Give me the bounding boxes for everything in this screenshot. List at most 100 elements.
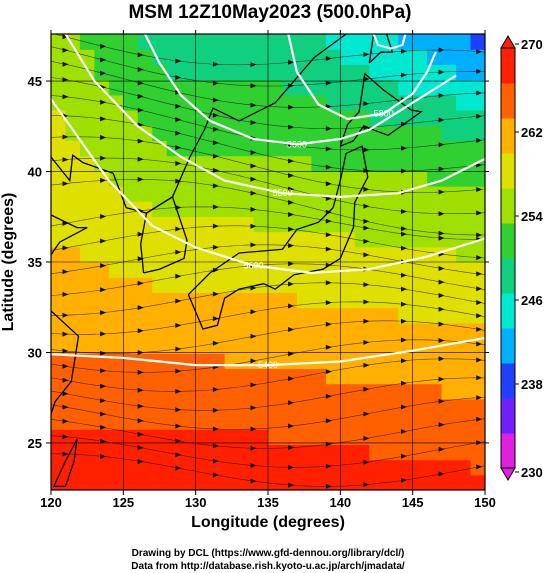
heat-cell xyxy=(398,383,414,400)
wind-arrow xyxy=(438,189,445,195)
heat-cell xyxy=(354,474,370,490)
heat-cell xyxy=(354,338,370,354)
heat-cell xyxy=(296,353,312,369)
wind-arrow xyxy=(363,186,370,192)
wind-arrow xyxy=(100,454,107,459)
heat-cell xyxy=(383,474,399,490)
coast-segment xyxy=(51,154,114,183)
heat-cell xyxy=(340,216,356,233)
heat-cell xyxy=(181,474,197,490)
wind-arrow xyxy=(438,266,445,271)
heat-cell xyxy=(296,262,312,278)
wind-arrow xyxy=(100,287,107,293)
heat-cell xyxy=(239,398,255,415)
heat-cell xyxy=(354,292,370,309)
heat-cell xyxy=(253,231,269,248)
heat-cell xyxy=(94,429,110,445)
heat-cell xyxy=(195,262,211,278)
heat-cell xyxy=(195,64,211,81)
heat-cell xyxy=(412,459,428,476)
heat-cell xyxy=(427,429,443,445)
heat-cell xyxy=(166,49,182,65)
heat-cell xyxy=(239,79,255,96)
heat-cell xyxy=(325,398,341,415)
heat-cell xyxy=(152,368,168,385)
heat-cell xyxy=(210,49,226,65)
heat-cell xyxy=(108,49,124,65)
heat-cell xyxy=(268,414,284,430)
wind-arrow xyxy=(137,107,144,113)
heat-cell xyxy=(195,444,211,461)
colorbar-frame xyxy=(500,47,516,469)
heat-cell xyxy=(253,155,269,172)
heat-cell xyxy=(181,353,197,369)
heat-cell xyxy=(51,140,67,157)
wind-arrow xyxy=(137,176,144,182)
wind-arrow xyxy=(476,395,483,401)
contour-line xyxy=(372,34,407,50)
wind-arrow xyxy=(212,387,219,392)
heat-cell xyxy=(282,246,298,263)
wind-arrow xyxy=(212,204,219,210)
wind-arrow xyxy=(250,426,257,432)
heat-cell xyxy=(325,414,341,430)
heat-cell xyxy=(137,49,153,65)
wind-arrow xyxy=(137,403,144,409)
colorbar-segment xyxy=(501,398,515,434)
heat-cell xyxy=(296,231,312,248)
wind-arrow xyxy=(438,230,445,236)
heat-cell xyxy=(441,353,457,369)
wind-arrow xyxy=(401,272,407,278)
grid-lines xyxy=(51,34,485,490)
colorbar-segment xyxy=(501,293,515,329)
heat-cell xyxy=(282,474,298,490)
heat-cell xyxy=(412,49,428,65)
x-axis-title: Longitude (degrees) xyxy=(191,514,345,531)
heat-cell xyxy=(369,292,385,309)
heat-cell xyxy=(456,34,472,50)
wind-arrow xyxy=(363,482,370,488)
wind-arrow xyxy=(476,300,483,305)
wind-arrow xyxy=(476,341,483,347)
wind-arrow xyxy=(438,471,445,477)
heat-cell xyxy=(239,64,255,81)
heat-cell xyxy=(253,216,269,233)
wind-arrow xyxy=(100,398,107,404)
heat-cell xyxy=(181,79,197,96)
heat-cell xyxy=(369,368,385,385)
heat-cell xyxy=(340,429,356,445)
wind-arrow xyxy=(438,376,445,382)
wind-arrow xyxy=(100,438,107,444)
wind-arrow xyxy=(250,207,257,212)
y-tick-label: 45 xyxy=(28,74,42,89)
heat-cell xyxy=(340,49,356,65)
heat-cell xyxy=(224,262,240,278)
wind-arrow xyxy=(363,252,370,258)
heat-cell xyxy=(253,201,269,217)
heat-cell xyxy=(51,353,67,369)
heat-cell xyxy=(152,246,168,263)
heat-cell xyxy=(195,201,211,217)
heat-cell xyxy=(354,216,370,233)
wind-arrow xyxy=(288,261,295,267)
heat-cell xyxy=(65,79,81,96)
heat-cell xyxy=(456,262,472,278)
wind-arrow xyxy=(288,158,295,164)
heat-cell xyxy=(79,459,95,476)
heat-cell xyxy=(311,429,327,445)
heat-cell xyxy=(195,277,211,293)
heat-cell xyxy=(325,49,341,65)
heat-cell xyxy=(369,338,385,354)
heat-cell xyxy=(398,79,414,96)
heat-cell xyxy=(369,444,385,461)
heat-cell xyxy=(94,49,110,65)
heat-cell xyxy=(369,170,385,187)
heat-cell xyxy=(441,307,457,324)
heat-cell xyxy=(369,216,385,233)
heat-cell xyxy=(340,34,356,50)
heat-cell xyxy=(137,474,153,490)
heat-cell xyxy=(268,429,284,445)
heat-cell xyxy=(296,338,312,354)
heat-cell xyxy=(470,140,485,157)
heat-cell xyxy=(181,277,197,293)
